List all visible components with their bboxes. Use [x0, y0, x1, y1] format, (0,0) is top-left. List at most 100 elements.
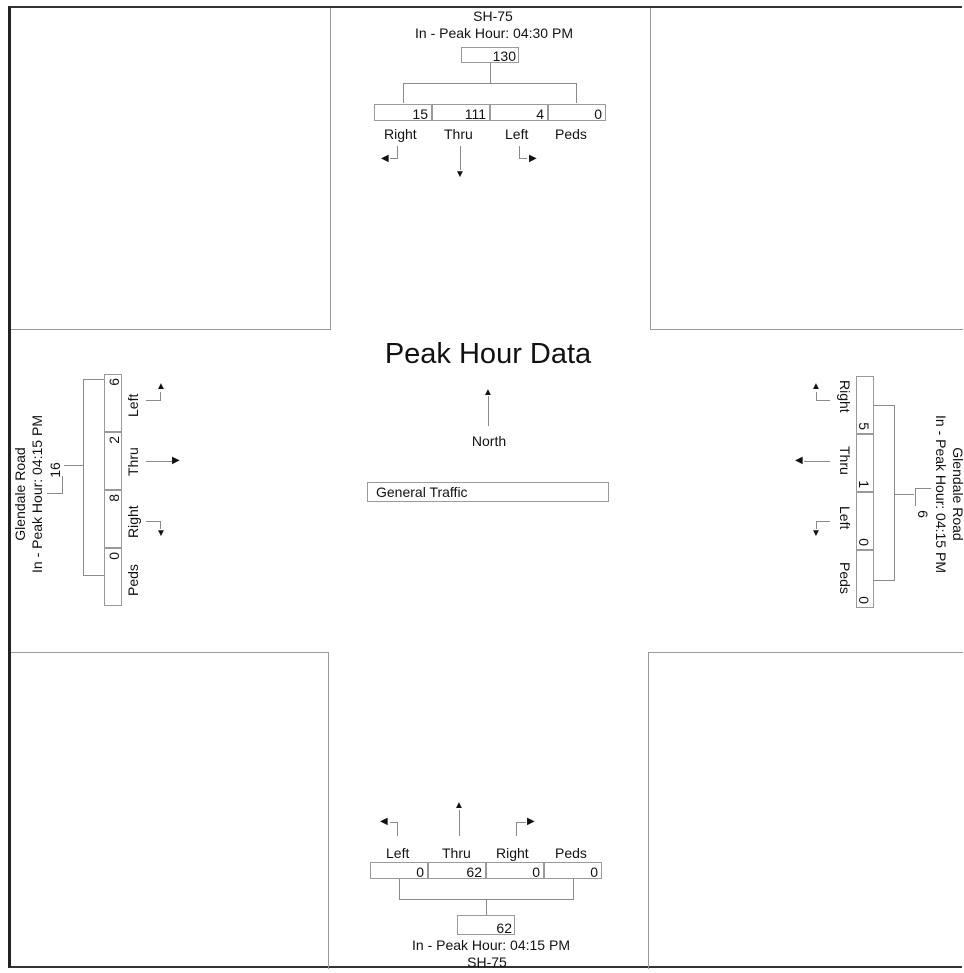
- west-bracket: [83, 380, 84, 576]
- west-left-arrow-arm: [160, 392, 161, 401]
- arrow-up-icon: ▲: [156, 381, 166, 392]
- north-thru-arrow-stem: [460, 146, 461, 170]
- arrow-right-icon: ▶: [172, 455, 180, 466]
- north-road-name: SH-75: [473, 8, 513, 24]
- west-right-arrow-stem: [146, 521, 160, 522]
- quadrant-southeast: [648, 652, 963, 969]
- south-total-box: [457, 915, 515, 935]
- east-thru-arrow-stem: [804, 461, 830, 462]
- west-approach: Glendale Road In - Peak Hour: 04:15 PM 1…: [12, 374, 172, 606]
- west-peak-hour: In - Peak Hour: 04:15 PM: [29, 415, 45, 573]
- south-thru-label: Thru: [442, 845, 471, 861]
- arrow-left-icon: ◀: [381, 153, 389, 164]
- north-left-arrow-stem: [519, 146, 520, 158]
- south-left-arrow-stem: [397, 822, 398, 836]
- arrow-right-icon: ▶: [527, 816, 535, 827]
- east-right-label: Right: [837, 380, 853, 413]
- north-peak-hour: In - Peak Hour: 04:30 PM: [415, 25, 573, 41]
- traffic-type-box: General Traffic: [367, 482, 609, 502]
- east-peak-hour: In - Peak Hour: 04:15 PM: [933, 415, 949, 573]
- north-left-arrow-arm: [519, 158, 527, 159]
- arrow-up-icon: ▲: [811, 381, 821, 392]
- south-right-value: 0: [532, 864, 540, 880]
- west-right-label: Right: [125, 505, 141, 538]
- south-left-label: Left: [386, 845, 410, 861]
- north-thru-value: 111: [464, 106, 486, 122]
- south-movement-box-left: [370, 862, 428, 879]
- quadrant-northeast: [650, 8, 963, 330]
- south-right-arrow-arm: [516, 822, 526, 823]
- south-thru-arrow-stem: [459, 810, 460, 836]
- west-total-box-line2: [62, 476, 63, 494]
- arrow-right-icon: ▶: [529, 153, 537, 164]
- south-thru-value: 62: [466, 864, 482, 880]
- south-bracket-left: [399, 879, 400, 899]
- east-bracket-right: [874, 580, 895, 581]
- east-left-arrow-stem: [816, 521, 830, 522]
- south-movement-box-peds: [544, 862, 602, 879]
- north-movement-box-peds: [548, 104, 606, 121]
- north-movement-box-right: [374, 104, 432, 121]
- north-movement-box-thru: [432, 104, 490, 121]
- north-right-arrow-arm: [390, 158, 398, 159]
- south-movement-box-thru: [428, 862, 486, 879]
- north-label: North: [471, 433, 507, 449]
- west-total-box-line: [47, 493, 62, 494]
- east-peds-value: 0: [856, 596, 872, 604]
- south-left-arrow-arm: [390, 822, 398, 823]
- east-total-box-line2: [915, 488, 916, 506]
- south-right-arrow-stem: [516, 822, 517, 836]
- north-total-box: [461, 47, 519, 63]
- north-bracket-right: [576, 83, 577, 103]
- east-total: 6: [915, 510, 931, 518]
- east-total-box-line: [916, 488, 931, 489]
- north-movement-box-left: [490, 104, 548, 121]
- east-left-value: 0: [856, 538, 872, 546]
- west-peds-label: Peds: [125, 564, 141, 596]
- south-road-name: SH-75: [467, 954, 507, 970]
- west-peds-value: 0: [106, 552, 122, 560]
- west-connector: [64, 465, 83, 466]
- arrow-down-icon: ▼: [156, 528, 166, 539]
- west-total: 16: [47, 462, 63, 478]
- south-peds-label: Peds: [555, 845, 587, 861]
- east-left-arrow-arm: [816, 521, 817, 529]
- north-connector: [490, 63, 491, 83]
- north-right-arrow-stem: [397, 146, 398, 158]
- east-right-value: 5: [856, 422, 872, 430]
- north-arrow-shaft: [488, 396, 489, 426]
- east-road-name: Glendale Road: [950, 447, 964, 541]
- east-connector: [895, 494, 914, 495]
- arrow-down-icon: ▼: [811, 528, 821, 539]
- east-left-label: Left: [837, 506, 853, 530]
- arrow-down-icon: ▼: [455, 169, 465, 180]
- arrow-up-icon: ▲: [454, 800, 464, 811]
- north-left-label: Left: [505, 126, 529, 142]
- diagram-title: Peak Hour Data: [384, 338, 592, 370]
- south-peak-hour: In - Peak Hour: 04:15 PM: [412, 937, 570, 953]
- west-bracket-right: [83, 379, 104, 380]
- south-right-label: Right: [496, 845, 529, 861]
- north-right-value: 15: [412, 106, 428, 122]
- north-thru-label: Thru: [444, 126, 473, 142]
- arrow-left-icon: ◀: [795, 455, 803, 466]
- east-bracket: [894, 405, 895, 580]
- east-right-arrow-stem: [816, 400, 830, 401]
- south-connector: [486, 899, 487, 915]
- east-thru-label: Thru: [837, 446, 853, 475]
- arrow-left-icon: ◀: [380, 816, 388, 827]
- west-thru-value: 2: [106, 436, 122, 444]
- east-approach: Glendale Road In - Peak Hour: 04:15 PM 6…: [806, 376, 964, 608]
- west-right-value: 8: [106, 494, 122, 502]
- diagram-frame: [8, 6, 962, 968]
- north-left-value: 4: [536, 106, 544, 122]
- north-total: 130: [492, 48, 516, 64]
- quadrant-northwest: [11, 8, 331, 330]
- east-right-arrow-arm: [816, 392, 817, 401]
- west-road-name: Glendale Road: [12, 447, 28, 541]
- north-bracket: [403, 83, 576, 84]
- west-left-arrow-stem: [146, 400, 160, 401]
- west-thru-arrow-stem: [146, 461, 172, 462]
- east-thru-value: 1: [856, 480, 872, 488]
- east-peds-label: Peds: [837, 562, 853, 594]
